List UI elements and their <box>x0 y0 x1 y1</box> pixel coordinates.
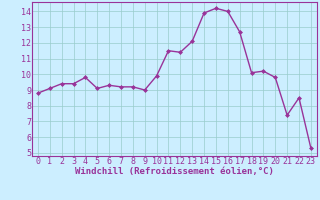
X-axis label: Windchill (Refroidissement éolien,°C): Windchill (Refroidissement éolien,°C) <box>75 167 274 176</box>
